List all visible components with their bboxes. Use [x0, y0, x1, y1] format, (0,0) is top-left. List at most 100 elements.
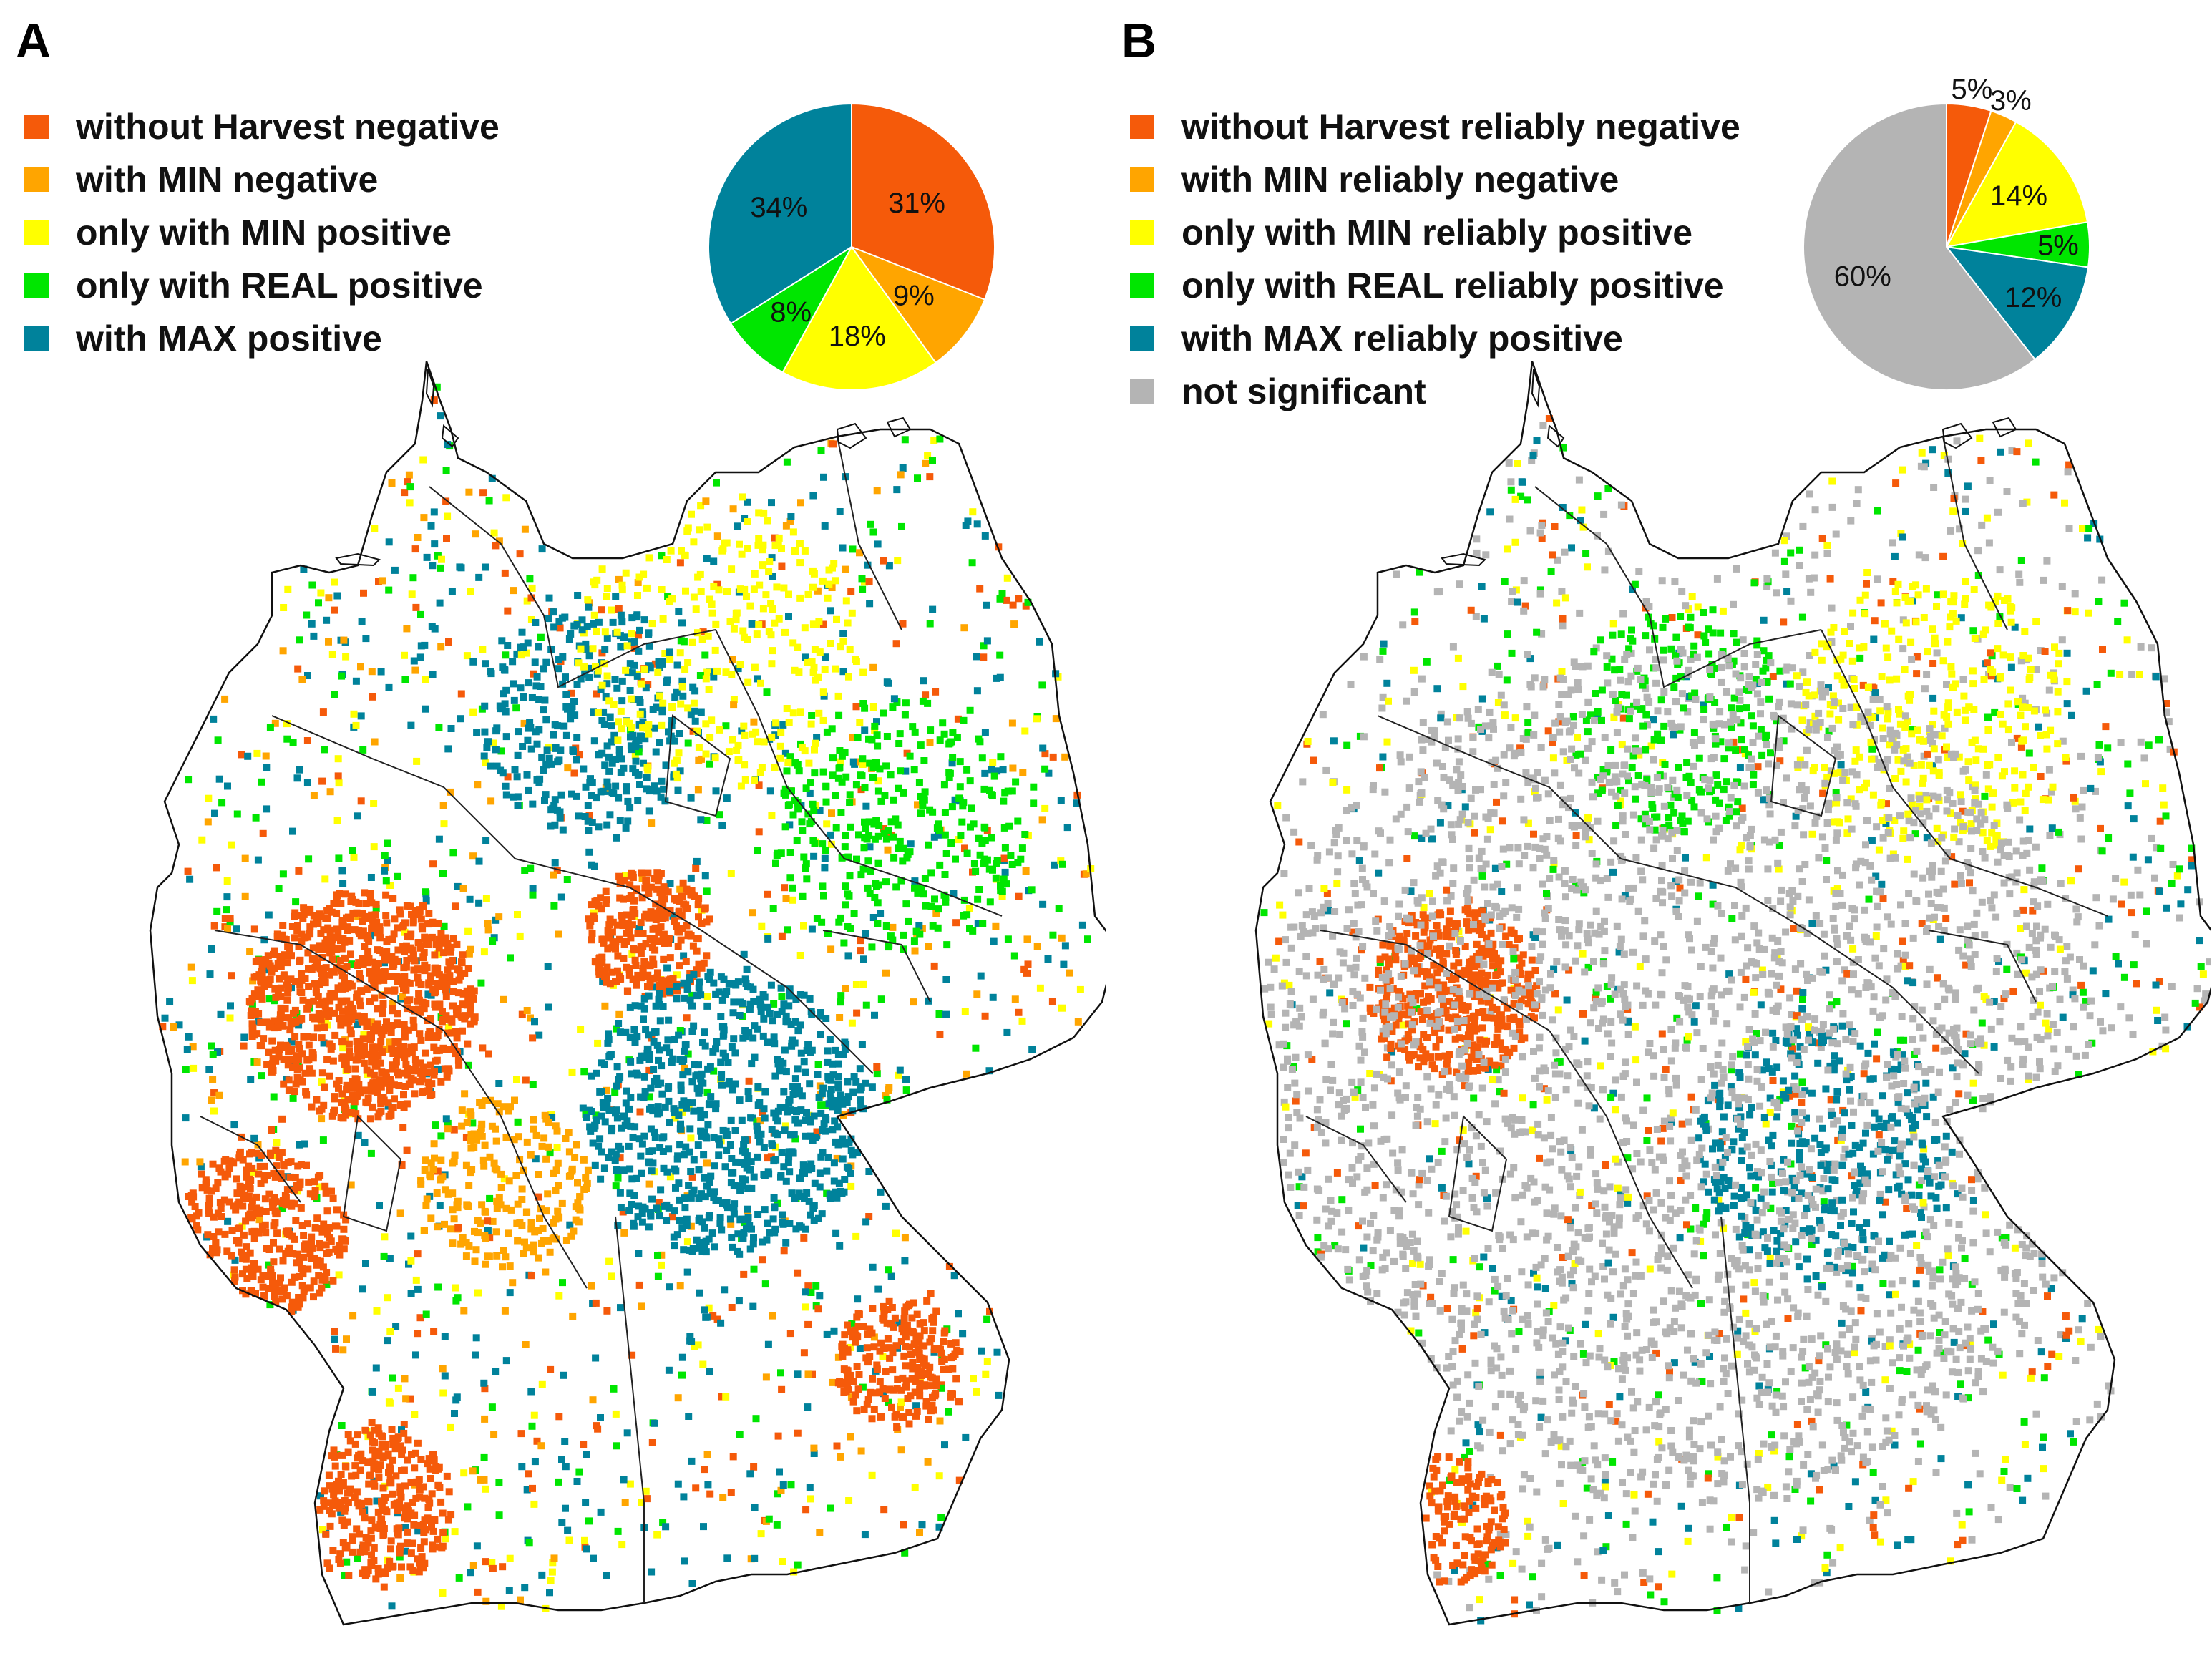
pie-slice	[781, 245, 937, 391]
grid-cells	[159, 383, 1095, 1612]
pie-slice-label: 3%	[1990, 85, 2032, 117]
island-outline	[441, 424, 459, 448]
state-border	[443, 1030, 588, 1289]
legend-label: only with MIN reliably positive	[1181, 213, 1693, 253]
pie-slice	[708, 102, 852, 325]
panel-b: B without Harvest reliably negative with…	[1106, 0, 2211, 1656]
legend-swatch	[1130, 115, 1154, 139]
legend-b: without Harvest reliably negative with M…	[1130, 100, 1740, 418]
legend-swatch	[24, 115, 49, 139]
legend-swatch	[24, 273, 49, 298]
legend-label: only with REAL positive	[76, 266, 483, 306]
legend-label: without Harvest reliably negative	[1181, 107, 1740, 147]
pie-slice-label: 9%	[893, 280, 935, 311]
state-border	[837, 436, 902, 630]
legend-item: with MIN negative	[24, 153, 500, 206]
state-border	[200, 1116, 301, 1203]
state-border	[1549, 1030, 1693, 1289]
state-border	[1770, 714, 1837, 817]
pie-slice	[849, 245, 986, 364]
pie-slice-label: 60%	[1834, 261, 1891, 293]
legend-item: without Harvest negative	[24, 100, 500, 153]
island-outline	[425, 369, 435, 408]
pie-slice	[729, 246, 852, 374]
germany-map-a	[149, 361, 1106, 1626]
state-border	[1534, 486, 1822, 688]
legend-item: without Harvest reliably negative	[1130, 100, 1740, 153]
legend-swatch	[1130, 167, 1154, 192]
pie-chart-a: 31% 9%18% 8% 34%	[708, 102, 995, 391]
legend-swatch	[1130, 220, 1154, 245]
legend-item: not significant	[1130, 365, 1740, 418]
state-border	[664, 714, 731, 817]
pie-slice-label: 12%	[2004, 282, 2062, 313]
state-border	[1928, 930, 2037, 1003]
pie-chart-b: 5%3%14%5%12%60%	[1803, 74, 2090, 391]
pie-slice-label: 34%	[750, 192, 807, 223]
legend-label: not significant	[1181, 371, 1426, 411]
legend-swatch	[24, 220, 49, 245]
legend-label: with MIN reliably negative	[1181, 160, 1619, 200]
legend-item: only with MIN positive	[24, 206, 500, 259]
legend-item: only with REAL positive	[24, 259, 500, 312]
grid-cells	[1260, 415, 2211, 1625]
country-outline	[1254, 361, 2211, 1626]
panel-label-a: A	[16, 14, 52, 68]
panel-a: A without Harvest negative with MIN nega…	[16, 14, 1106, 1626]
island-outline	[1992, 417, 2017, 438]
pie-slice-label: 5%	[1951, 74, 1992, 105]
pie-slice-label: 5%	[2037, 230, 2079, 262]
state-border	[342, 1114, 402, 1232]
island-outline	[886, 417, 912, 438]
island-outline	[1531, 369, 1541, 408]
state-border	[515, 858, 874, 1074]
legend-label: only with REAL reliably positive	[1181, 266, 1724, 306]
legend-label: with MAX positive	[76, 318, 382, 359]
state-border	[1377, 715, 1622, 859]
legend-swatch	[24, 167, 49, 192]
state-border	[1821, 629, 2108, 917]
legend-label: with MIN negative	[76, 160, 379, 200]
island-outline	[1546, 424, 1565, 448]
pie-slice-label: 18%	[829, 321, 886, 352]
legend-swatch	[24, 326, 49, 351]
legend-swatch	[1130, 273, 1154, 298]
legend-item: with MIN reliably negative	[1130, 153, 1740, 206]
pie-slice-label: 8%	[770, 296, 812, 328]
pie-slice-label: 14%	[1990, 180, 2047, 212]
germany-map-b	[1254, 361, 2211, 1626]
legend-swatch	[1130, 379, 1154, 404]
legend-item: with MAX positive	[24, 312, 500, 365]
legend-swatch	[1130, 326, 1154, 351]
legend-item: only with MIN reliably positive	[1130, 206, 1740, 259]
legend-item: only with REAL reliably positive	[1130, 259, 1740, 312]
legend-item: with MAX reliably positive	[1130, 312, 1740, 365]
state-border	[1620, 858, 1979, 1074]
pie-slice	[1803, 102, 2037, 391]
state-border	[214, 930, 444, 1031]
island-outline	[836, 422, 867, 449]
state-border	[429, 486, 716, 688]
panel-label-b: B	[1121, 14, 1157, 68]
island-outline	[1941, 422, 1973, 449]
pie-slice	[851, 102, 995, 301]
state-border	[715, 629, 1003, 917]
island-outline	[1441, 552, 1486, 567]
country-outline	[149, 361, 1106, 1626]
state-border	[1720, 1216, 1750, 1603]
legend-label: with MAX reliably positive	[1181, 318, 1623, 359]
legend-label: only with MIN positive	[76, 213, 452, 253]
pie-slice-label: 31%	[888, 187, 945, 219]
state-border	[1320, 930, 1550, 1031]
legend-a: without Harvest negative with MIN negati…	[24, 100, 500, 365]
pie-slice	[1945, 120, 2089, 248]
legend-label: without Harvest negative	[76, 107, 500, 147]
island-outline	[335, 552, 381, 567]
state-border	[615, 1216, 645, 1603]
state-border	[1448, 1114, 1508, 1232]
state-border	[1942, 436, 2008, 630]
pie-slice	[1944, 245, 2090, 361]
state-border	[822, 930, 931, 1003]
state-border	[271, 715, 516, 859]
state-border	[1305, 1116, 1407, 1203]
